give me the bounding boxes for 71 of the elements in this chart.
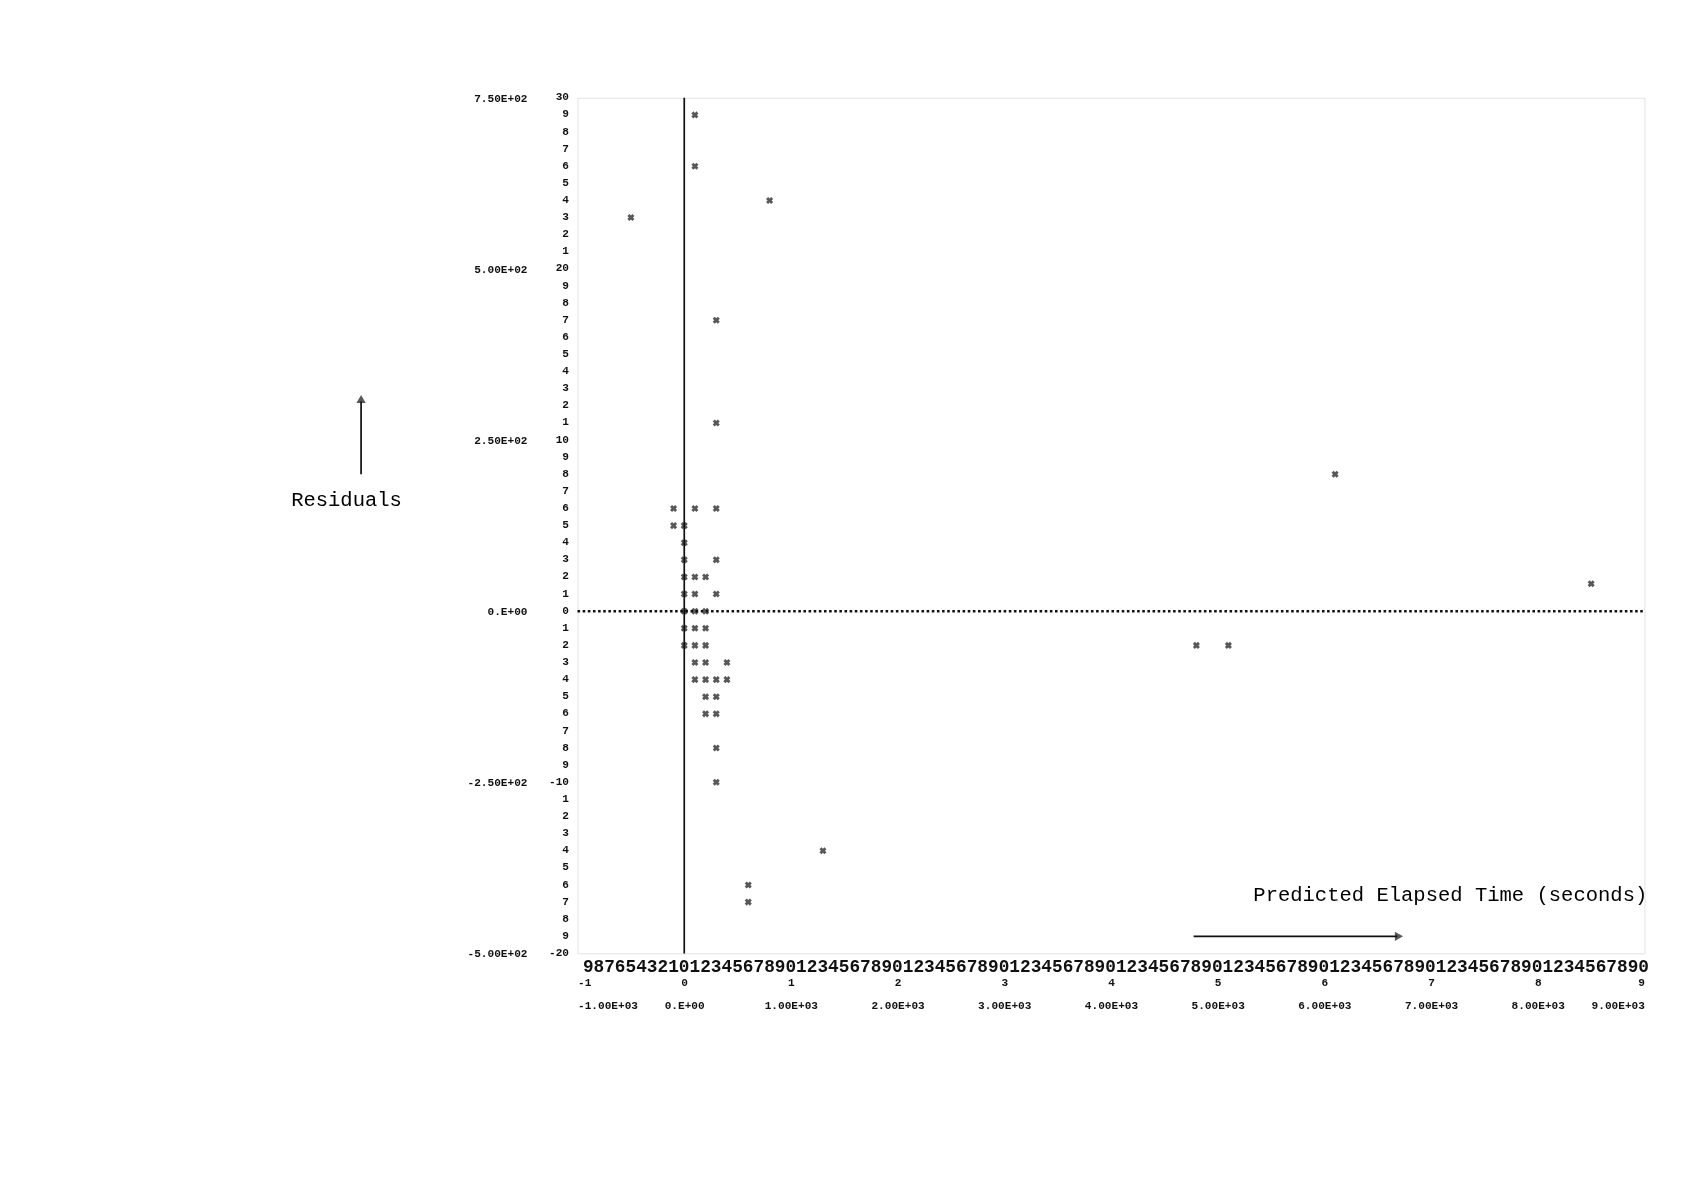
point <box>1192 641 1200 649</box>
point <box>712 693 720 701</box>
text: 30 9 8 7 6 5 4 3 2 1 20 9 8 7 6 5 4 3 2 1 10 9 8 7 6 5 4 3 2 1 0 1 2 3 4 5 6 7 8 9 -10 1 2 3 4 5 6 7 8 9 -20 <box>548 91 569 959</box>
x-tick-label: 7.00E+03 <box>1404 999 1459 1012</box>
x-tick-label: 6.00E+03 <box>1298 999 1352 1012</box>
x-tick-label: 4.00E+03 <box>1084 999 1139 1012</box>
y-tick-label: 2.50E+02 <box>474 434 528 447</box>
y-tick-label: -5.00E+02 <box>467 948 528 961</box>
text: 9876543210123456789012345678901234567890123456789012345678901234567890123456789012345678901234567890 <box>582 957 1650 978</box>
point <box>691 590 699 598</box>
y-tick-label: 0.E+00 <box>487 606 528 619</box>
point <box>691 641 699 649</box>
x-tick-label: -1.00E+03 <box>577 999 639 1012</box>
point <box>627 214 635 222</box>
y-tick-label: -2.50E+02 <box>467 777 528 790</box>
point <box>819 847 827 855</box>
point <box>744 898 752 906</box>
x2-tick-label: 7 <box>1428 977 1435 990</box>
x2-tick-label: 8 <box>1534 977 1542 990</box>
point <box>744 881 752 889</box>
point <box>712 556 720 564</box>
point <box>691 504 699 513</box>
point <box>702 710 710 718</box>
point <box>691 111 699 119</box>
x-tick-label: 8.00E+03 <box>1511 999 1566 1012</box>
point <box>1587 580 1595 588</box>
point <box>691 573 699 581</box>
point <box>702 676 710 684</box>
x2-tick-label: 4 <box>1108 977 1116 990</box>
point <box>691 162 699 170</box>
x2-tick-label: 9 <box>1638 977 1645 990</box>
y-tick-label: 5.00E+02 <box>474 263 528 276</box>
x2-tick-label: 1 <box>788 977 796 990</box>
point <box>712 778 720 786</box>
point <box>670 504 678 513</box>
x2-tick-label: 2 <box>894 977 902 990</box>
point <box>712 590 720 598</box>
x-tick-label: 3.00E+03 <box>978 999 1032 1012</box>
y-axis-title: Residuals <box>291 488 402 512</box>
point <box>712 676 720 684</box>
x2-tick-label: -1 <box>577 977 592 990</box>
x2-tick-label: 5 <box>1214 977 1222 990</box>
x2-tick-label: 3 <box>1001 977 1009 990</box>
x2-tick-label: 6 <box>1321 977 1329 990</box>
point <box>691 658 699 667</box>
point <box>1224 641 1232 649</box>
x-tick-label: 2.00E+03 <box>871 999 926 1012</box>
point <box>702 624 710 632</box>
point <box>723 676 731 684</box>
point <box>702 658 710 667</box>
point <box>702 641 710 649</box>
point <box>723 658 731 667</box>
point <box>1331 470 1339 478</box>
point <box>691 676 699 684</box>
y-tick-label: 7.50E+02 <box>474 92 528 105</box>
point <box>766 196 774 205</box>
point <box>702 693 710 701</box>
point <box>702 573 710 581</box>
x-tick-label: 5.00E+03 <box>1191 999 1246 1012</box>
point <box>712 316 720 324</box>
x-axis-title: Predicted Elapsed Time (seconds) <box>1253 884 1648 908</box>
point <box>712 710 720 718</box>
x2-tick-label: 0 <box>681 977 689 990</box>
x-tick-label: 0.E+00 <box>664 999 705 1012</box>
point <box>712 504 720 513</box>
x-tick-label: 9.00E+03 <box>1591 999 1646 1012</box>
x-tick-label: 1.00E+03 <box>764 999 819 1012</box>
point <box>670 522 678 530</box>
point <box>712 419 720 427</box>
point <box>712 744 720 752</box>
point <box>691 624 699 632</box>
